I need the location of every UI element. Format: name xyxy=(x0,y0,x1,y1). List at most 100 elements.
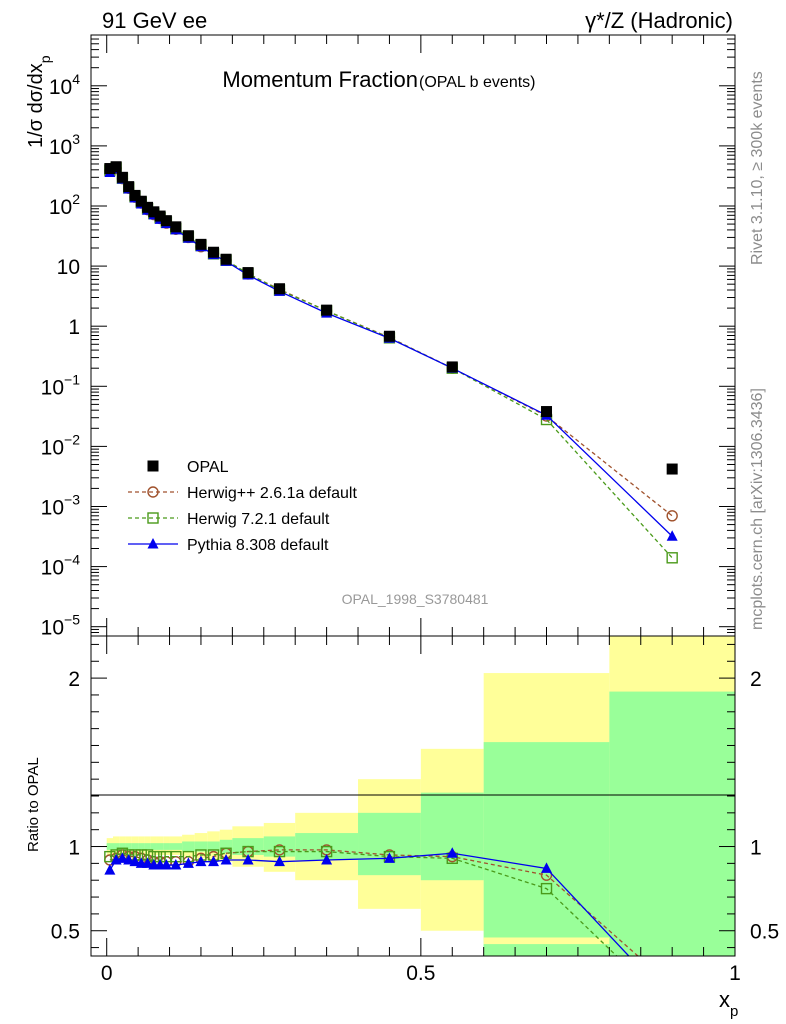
band-inner xyxy=(609,691,735,956)
ratio-point xyxy=(540,882,553,895)
ratio-point xyxy=(242,854,254,865)
band-inner xyxy=(207,841,220,852)
ratio-panel: 0.5 0.51 12 2 0 0.5 1 Ratio to OPAL xp xyxy=(25,635,779,1020)
x-tick-label: 0.5 xyxy=(406,962,435,985)
data-point xyxy=(208,246,220,258)
data-point xyxy=(182,230,194,242)
data-point xyxy=(148,206,160,218)
ratio-point xyxy=(321,854,333,865)
data-point xyxy=(129,189,141,201)
data-point xyxy=(104,163,116,175)
band-inner xyxy=(156,843,164,850)
ratio-point xyxy=(182,857,194,868)
ratio-point xyxy=(273,855,285,867)
band-inner xyxy=(106,843,113,850)
ratio-point xyxy=(142,857,154,868)
band-inner xyxy=(420,792,484,881)
data-point xyxy=(170,221,182,233)
y-tick-label-base: 10 xyxy=(41,496,64,519)
y-tick-label-exponent: 3 xyxy=(72,131,80,147)
y-tick-label-base: 10 xyxy=(41,436,64,459)
y-tick-label: 10−5 xyxy=(41,612,81,640)
band-inner xyxy=(125,843,132,850)
ratio-y-tick-label-right: 1 xyxy=(750,837,762,860)
x-axis-label-sub: p xyxy=(730,1003,738,1020)
y-tick-label: 103 xyxy=(49,131,80,159)
rivet-label: Rivet 3.1.10, ≥ 300k events xyxy=(749,71,766,265)
ratio-frame xyxy=(90,635,736,957)
legend-marker xyxy=(147,486,159,498)
y-tick-label-base: 10 xyxy=(41,376,64,399)
ratio-axis-ticks xyxy=(91,636,736,956)
band-inner xyxy=(169,843,183,850)
data-point xyxy=(321,304,333,316)
main-subtitle: (OPAL b events) xyxy=(419,74,536,91)
main-y-label: 1/σ dσ/dxp xyxy=(25,55,53,148)
x-tick-label: 1 xyxy=(729,962,741,985)
y-tick-label: 1 xyxy=(68,316,80,339)
band-inner xyxy=(144,843,151,850)
ratio-point xyxy=(383,852,395,863)
y-tick-label-exponent: −2 xyxy=(64,431,80,447)
ratio-series-line xyxy=(109,850,618,956)
ratio-point xyxy=(160,859,172,870)
data-point xyxy=(273,283,285,295)
ratio-series-layer xyxy=(104,844,678,1007)
y-tick-label: 102 xyxy=(49,191,80,219)
main-y-label-sub: p xyxy=(37,55,53,63)
ratio-y-tick-labels: 0.5 0.5 1 1 2 2 xyxy=(51,668,779,944)
data-point xyxy=(160,215,172,227)
mcplots-label: mcplots.cern.ch [arXiv:1306.3436] xyxy=(749,388,766,630)
data-point xyxy=(220,253,232,265)
data-point xyxy=(195,238,207,250)
main-series-layer xyxy=(104,161,678,564)
ratio-point xyxy=(170,859,182,870)
y-tick-label: 10 xyxy=(57,256,80,279)
legend: OPAL Herwig++ 2.6.1a default Herwig 7.2.1 … xyxy=(128,459,357,554)
band-inner xyxy=(138,843,145,850)
main-title: Momentum Fraction xyxy=(222,67,418,92)
legend-label: Herwig 7.2.1 default xyxy=(187,511,330,528)
y-tick-label-base: 10 xyxy=(41,617,64,640)
ratio-y-tick-label-right: 0.5 xyxy=(750,921,779,944)
y-tick-label-exponent: −5 xyxy=(64,612,80,628)
y-tick-label: 10−4 xyxy=(41,552,81,580)
ratio-point xyxy=(220,854,232,865)
data-point xyxy=(154,210,166,222)
band-outer-low xyxy=(483,937,610,945)
legend-marker xyxy=(147,512,159,524)
header-left: 91 GeV ee xyxy=(102,8,207,33)
ratio-point xyxy=(129,855,141,867)
legend-label: Herwig++ 2.6.1a default xyxy=(187,485,357,502)
ratio-point xyxy=(541,862,553,873)
band-inner xyxy=(163,843,170,850)
ratio-point xyxy=(195,855,207,867)
x-tick-label: 0 xyxy=(101,962,113,985)
y-tick-label: 10−2 xyxy=(41,431,81,459)
data-point xyxy=(110,161,122,173)
data-point xyxy=(116,171,128,183)
ratio-point xyxy=(116,852,128,863)
legend-marker xyxy=(147,460,159,472)
data-point xyxy=(135,195,147,207)
y-tick-label-exponent: −4 xyxy=(64,552,80,568)
ratio-y-tick-label: 2 xyxy=(68,668,80,691)
main-y-label-main: 1/σ dσ/dx xyxy=(25,63,47,148)
y-tick-label: 104 xyxy=(49,71,80,99)
y-tick-label-base: 10 xyxy=(57,256,80,279)
main-panel: Momentum Fraction (OPAL b events) OPAL_1… xyxy=(25,34,736,640)
y-tick-label: 10−1 xyxy=(41,371,81,399)
ratio-point xyxy=(667,996,678,1007)
ratio-y-tick-label-right: 2 xyxy=(750,668,762,691)
y-tick-label-exponent: 4 xyxy=(72,71,80,87)
band-inner xyxy=(358,812,421,876)
ratio-y-tick-label: 1 xyxy=(68,837,80,860)
main-y-axis-ticks xyxy=(91,34,735,637)
data-point xyxy=(666,510,678,522)
data-point xyxy=(541,406,553,418)
data-point xyxy=(123,181,135,193)
y-tick-label-base: 1 xyxy=(68,316,80,339)
ratio-y-tick-label: 0.5 xyxy=(51,921,80,944)
band-inner xyxy=(194,841,208,852)
ratio-point xyxy=(208,855,220,867)
